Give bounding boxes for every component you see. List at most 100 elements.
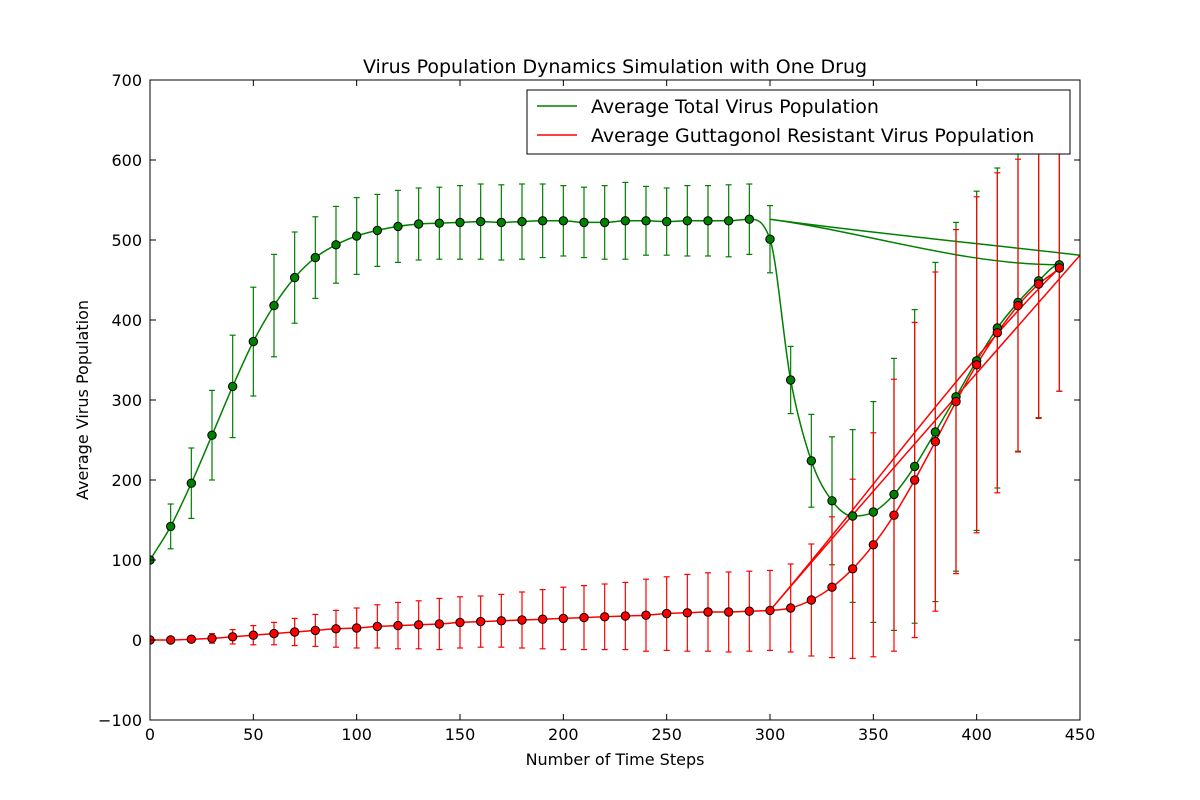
data-point-resistant: [951, 396, 961, 407]
data-point-resistant: [785, 603, 796, 613]
data-point-resistant: [909, 475, 920, 485]
data-point-resistant: [248, 630, 259, 640]
data-point-resistant: [827, 582, 837, 592]
data-point-resistant: [372, 621, 383, 632]
data-point-total: [310, 252, 321, 263]
data-point-total: [682, 216, 693, 226]
data-point-total: [537, 216, 548, 226]
y-tick-label: 200: [111, 471, 142, 490]
data-point-total: [765, 234, 775, 244]
data-point-resistant: [641, 610, 651, 620]
data-point-total: [827, 496, 837, 506]
y-tick-label: 300: [111, 391, 142, 410]
data-point-resistant: [165, 635, 176, 645]
data-point-total: [227, 381, 238, 392]
data-point-total: [847, 511, 858, 521]
data-point-resistant: [723, 607, 734, 617]
data-point-resistant: [289, 627, 300, 637]
series-total: [150, 137, 1080, 632]
data-point-total: [248, 336, 259, 347]
data-point-resistant: [496, 616, 507, 626]
y-tick-label: 500: [111, 231, 142, 250]
data-point-resistant: [682, 608, 693, 618]
data-point-total: [558, 216, 569, 226]
y-tick-label: 700: [111, 71, 142, 90]
data-point-resistant: [558, 613, 569, 624]
data-point-total: [661, 216, 672, 227]
data-point-total: [703, 216, 713, 226]
data-point-resistant: [207, 633, 217, 644]
series-layer: [150, 137, 1080, 660]
x-axis-label: Number of Time Steps: [526, 750, 705, 769]
data-point-resistant: [517, 615, 527, 625]
x-tick-label: 100: [341, 725, 372, 744]
chart-title: Virus Population Dynamics Simulation wit…: [363, 56, 867, 78]
data-point-total: [599, 217, 610, 228]
data-point-resistant: [847, 564, 858, 574]
y-tick-label: 600: [111, 151, 142, 170]
data-point-total: [331, 240, 341, 250]
data-point-resistant: [1033, 279, 1044, 289]
series-line-total: [150, 218, 1080, 561]
data-point-total: [909, 461, 920, 472]
legend: Average Total Virus Population Average G…: [526, 89, 1071, 155]
data-point-total: [806, 456, 817, 466]
data-point-resistant: [806, 595, 817, 605]
data-point-resistant: [351, 623, 362, 633]
y-tick-label: 400: [111, 311, 142, 330]
x-tick-label: 450: [1065, 725, 1096, 744]
data-point-total: [930, 427, 941, 437]
x-tick-label: 300: [755, 725, 786, 744]
legend-label-total: Average Total Virus Population: [591, 96, 879, 118]
data-point-resistant: [868, 540, 879, 550]
data-point-resistant: [889, 510, 899, 520]
markers-resistant: [150, 263, 1065, 645]
x-tick-label: 0: [145, 725, 155, 744]
data-point-resistant: [310, 625, 321, 636]
y-tick-label: 100: [111, 551, 142, 570]
data-point-resistant: [331, 624, 341, 634]
data-point-total: [455, 217, 465, 228]
data-point-total: [207, 430, 217, 440]
legend-label-resistant: Average Guttagonol Resistant Virus Popul…: [591, 125, 1034, 147]
data-point-resistant: [661, 608, 672, 619]
data-point-resistant: [703, 607, 713, 617]
data-point-total: [744, 214, 755, 224]
data-point-resistant: [455, 617, 465, 628]
data-point-total: [269, 300, 279, 311]
data-point-total: [889, 489, 899, 500]
data-point-resistant: [1054, 263, 1065, 273]
data-point-resistant: [1013, 300, 1023, 311]
y-tick-label: −100: [98, 711, 142, 730]
data-point-total: [393, 221, 403, 232]
data-point-total: [517, 216, 527, 227]
data-point-resistant: [579, 612, 589, 623]
data-point-total: [496, 217, 507, 228]
data-point-total: [785, 375, 796, 385]
x-tick-label: 200: [548, 725, 579, 744]
data-point-resistant: [765, 605, 775, 616]
data-point-total: [641, 216, 651, 226]
legend-box: [526, 89, 1071, 155]
data-point-total: [413, 219, 424, 229]
data-point-total: [351, 231, 362, 241]
data-point-resistant: [393, 620, 403, 631]
y-axis-label: Average Virus Population: [73, 300, 92, 500]
data-point-resistant: [971, 360, 982, 370]
data-point-resistant: [599, 612, 610, 622]
series-line-resistant: [150, 254, 1080, 641]
data-point-resistant: [537, 614, 548, 624]
data-point-resistant: [434, 619, 445, 629]
data-point-total: [372, 225, 383, 236]
markers-total: [150, 214, 1065, 565]
data-point-resistant: [930, 436, 941, 447]
ticks-layer: 0 50 100 150 200 250 300 350 400 450−100010020030…: [98, 71, 1095, 744]
data-point-resistant: [475, 616, 486, 627]
data-point-resistant: [269, 628, 279, 639]
data-point-total: [723, 216, 734, 226]
x-tick-label: 50: [243, 725, 263, 744]
x-tick-label: 350: [858, 725, 889, 744]
data-point-total: [289, 272, 300, 283]
x-tick-label: 150: [445, 725, 476, 744]
